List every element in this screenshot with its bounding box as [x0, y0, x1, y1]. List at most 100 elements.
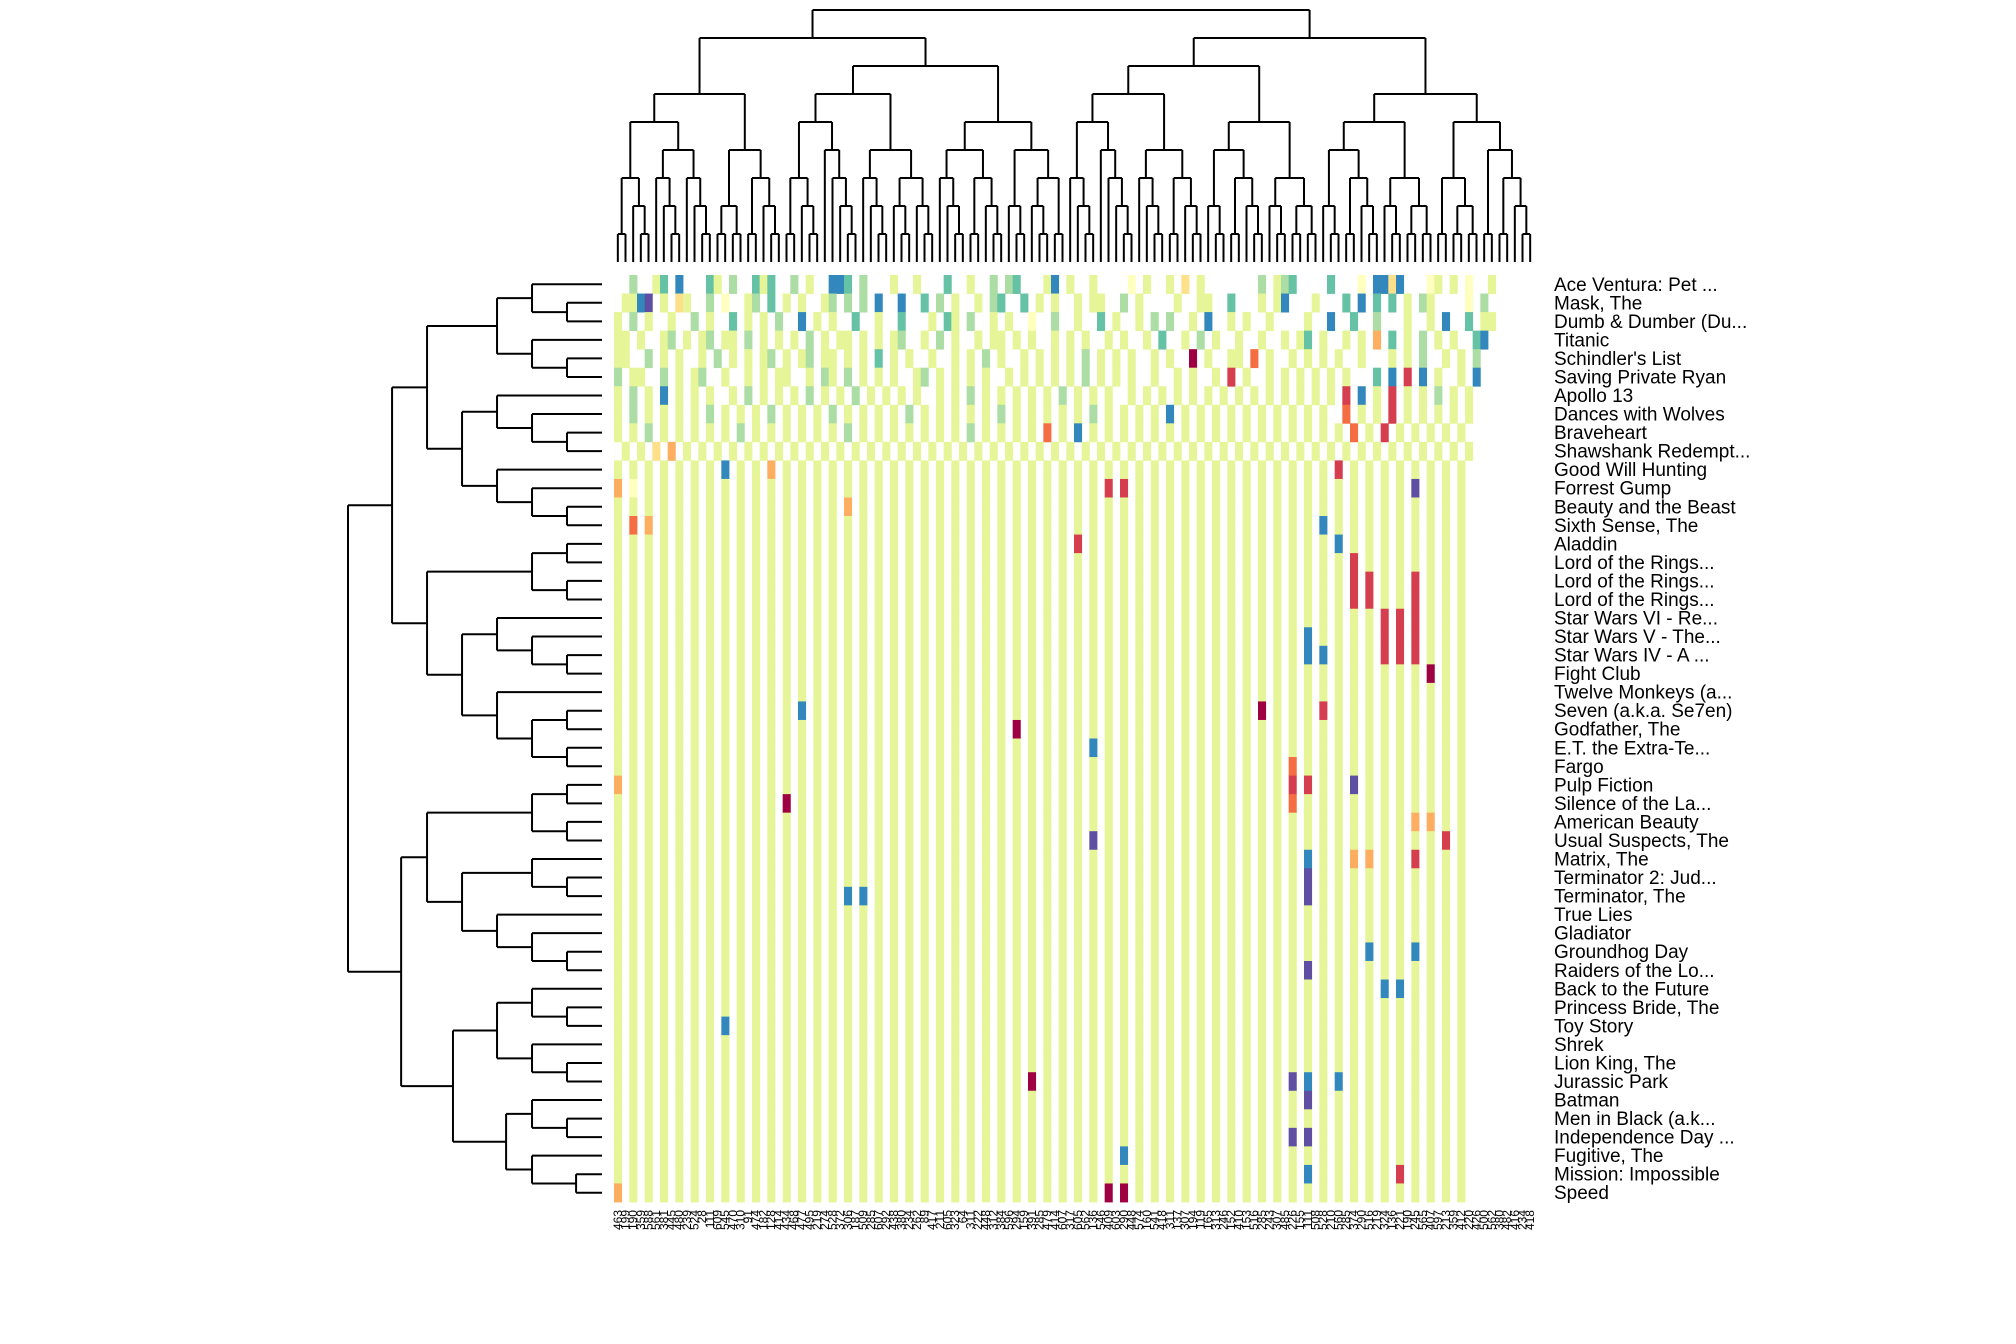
- heatmap-cell: [1074, 590, 1083, 610]
- heatmap-cell: [890, 794, 899, 814]
- heatmap-cell: [1350, 719, 1359, 739]
- heatmap-cell: [614, 1164, 623, 1184]
- heatmap-cell: [798, 516, 807, 535]
- heatmap-cell: [782, 553, 791, 573]
- heatmap-cell: [1357, 293, 1366, 313]
- heatmap-cell: [836, 275, 845, 294]
- heatmap-cell: [1012, 757, 1021, 776]
- heatmap-cell: [614, 905, 623, 925]
- heatmap-cell: [1258, 608, 1267, 628]
- heatmap-cell: [844, 553, 853, 573]
- heatmap-cell: [859, 1090, 868, 1110]
- heatmap-cell: [1426, 905, 1435, 925]
- heatmap-cell: [1242, 478, 1251, 498]
- heatmap-cell: [874, 664, 883, 684]
- heatmap-cell: [1258, 1183, 1267, 1203]
- heatmap-cell: [1104, 868, 1113, 888]
- heatmap-cell: [874, 590, 883, 610]
- heatmap-cell: [752, 1035, 761, 1055]
- heatmap-cell: [1043, 812, 1052, 832]
- heatmap-cell: [1396, 794, 1405, 814]
- heatmap-cell: [1120, 738, 1129, 758]
- heatmap-cell: [1365, 645, 1374, 665]
- heatmap-cell: [1396, 979, 1405, 999]
- heatmap-cell: [951, 794, 960, 814]
- heatmap-cell: [1012, 738, 1021, 758]
- heatmap-cell: [629, 571, 638, 591]
- heatmap-cell: [1365, 553, 1374, 573]
- heatmap-cell: [629, 775, 638, 795]
- heatmap-cell: [706, 868, 715, 888]
- heatmap-cell: [1074, 645, 1083, 665]
- heatmap-cell: [1166, 590, 1175, 610]
- heatmap-cell: [966, 1072, 975, 1092]
- heatmap-cell: [905, 1109, 914, 1129]
- heatmap-cell: [1304, 1164, 1313, 1184]
- heatmap-cell: [690, 590, 699, 610]
- heatmap-cell: [1258, 553, 1267, 573]
- heatmap-cell: [775, 386, 784, 406]
- heatmap-cell: [1457, 627, 1466, 647]
- heatmap-cell: [767, 275, 776, 294]
- heatmap-cell: [1457, 868, 1466, 888]
- heatmap-cell: [1196, 757, 1205, 776]
- heatmap-cell: [989, 293, 998, 313]
- heatmap-cell: [1258, 1164, 1267, 1184]
- heatmap-cell: [821, 441, 830, 461]
- heatmap-cell: [752, 757, 761, 776]
- heatmap-cell: [936, 367, 945, 387]
- heatmap-cell: [1380, 571, 1389, 591]
- heatmap-cell: [1104, 516, 1113, 535]
- heatmap-cell: [1074, 886, 1083, 906]
- heatmap-cell: [1319, 775, 1328, 795]
- heatmap-cell: [828, 905, 837, 925]
- heatmap-cell: [644, 516, 653, 535]
- heatmap-cell: [721, 608, 730, 628]
- heatmap-cell: [966, 534, 975, 554]
- heatmap-cell: [767, 923, 776, 943]
- heatmap-cell: [1120, 404, 1129, 424]
- heatmap-cell: [890, 571, 899, 591]
- heatmap-cell: [713, 349, 722, 369]
- heatmap-cell: [874, 478, 883, 498]
- heatmap-cell: [1058, 627, 1067, 647]
- heatmap-cell: [644, 1090, 653, 1110]
- heatmap-cell: [644, 1183, 653, 1203]
- column-label: 409: [1102, 1210, 1116, 1230]
- heatmap-cell: [867, 386, 876, 406]
- heatmap-cell: [1058, 460, 1067, 480]
- heatmap-cell: [652, 441, 661, 461]
- heatmap-cell: [1212, 849, 1221, 869]
- heatmap-cell: [844, 886, 853, 906]
- heatmap-cell: [844, 645, 853, 665]
- heatmap-cell: [1150, 478, 1159, 498]
- heatmap-cell: [805, 275, 814, 294]
- heatmap-cell: [905, 738, 914, 758]
- heatmap-cell: [752, 275, 761, 294]
- heatmap-cell: [1411, 682, 1420, 702]
- heatmap-cell: [890, 627, 899, 647]
- heatmap-cell: [667, 330, 676, 350]
- heatmap-cell: [1426, 1035, 1435, 1055]
- heatmap-cell: [721, 1090, 730, 1110]
- heatmap-cell: [1051, 441, 1060, 461]
- heatmap-cell: [644, 534, 653, 554]
- heatmap-cell: [1074, 1035, 1083, 1055]
- heatmap-cell: [1396, 1072, 1405, 1092]
- heatmap-cell: [1472, 367, 1481, 387]
- heatmap-cell: [1135, 516, 1144, 535]
- column-label: 317: [1063, 1210, 1077, 1230]
- heatmap-cell: [1181, 645, 1190, 665]
- heatmap-cell: [1319, 905, 1328, 925]
- heatmap-cell: [675, 608, 684, 628]
- heatmap-cell: [1304, 571, 1313, 591]
- heatmap-cell: [874, 627, 883, 647]
- heatmap-cell: [1273, 682, 1282, 702]
- heatmap-cell: [767, 775, 776, 795]
- column-dendrogram: [616, 9, 1532, 262]
- heatmap-cell: [1288, 1053, 1297, 1073]
- heatmap-cell: [1457, 460, 1466, 480]
- heatmap-cell: [644, 478, 653, 498]
- heatmap-cell: [1074, 404, 1083, 424]
